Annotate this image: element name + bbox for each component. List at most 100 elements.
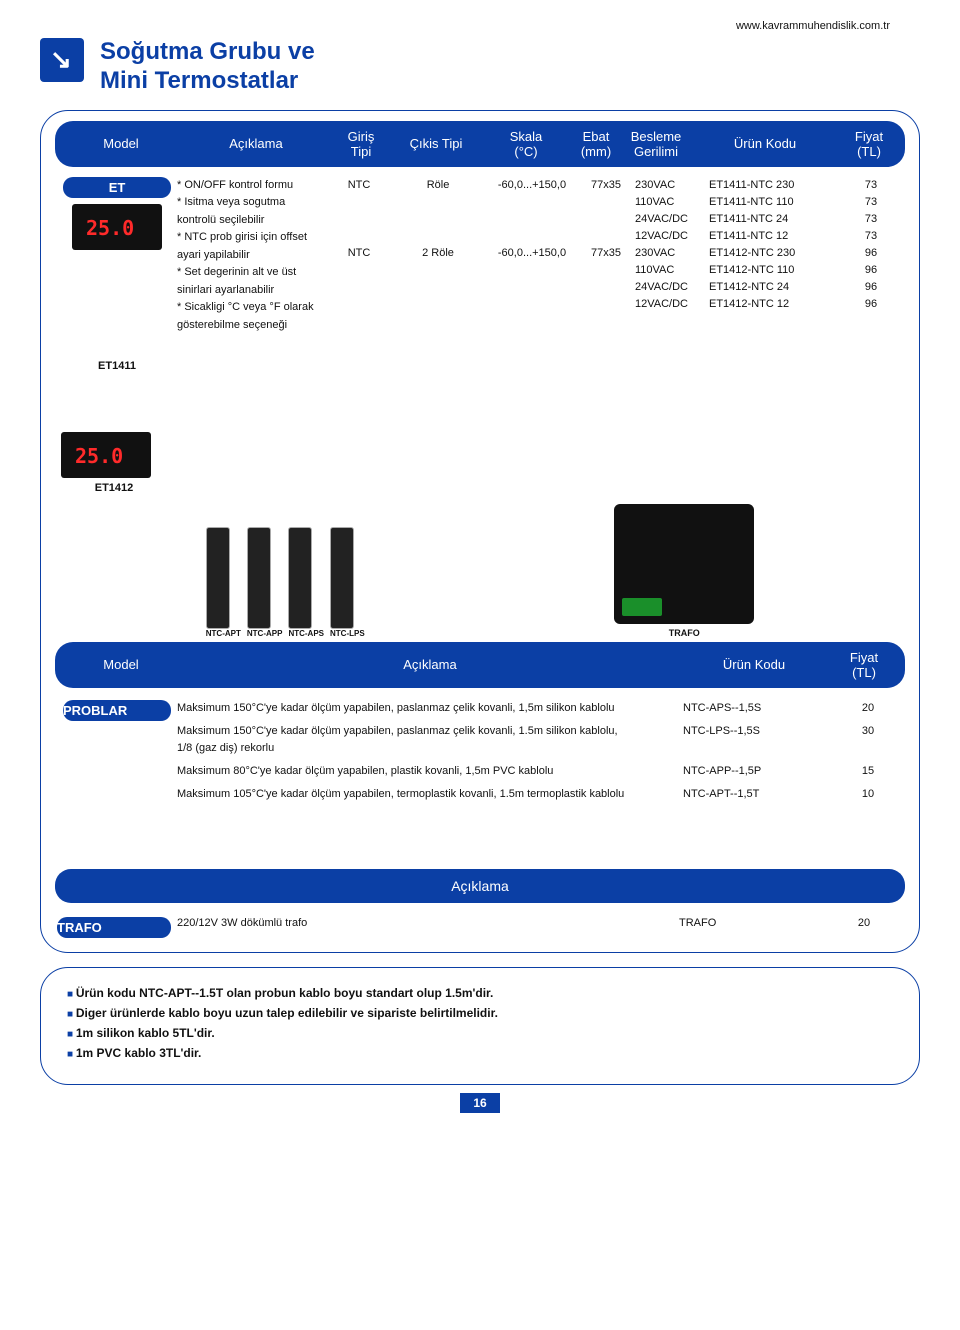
accessory-images: NTC-APT NTC-APP NTC-APS NTC-LPS: [51, 494, 909, 638]
label-lps: NTC-LPS: [330, 629, 365, 638]
cell: -60,0...+150,0: [485, 245, 579, 262]
cell: 230VAC: [633, 177, 707, 194]
probe-apt-icon: [206, 527, 230, 629]
table-row: Maksimum 150°C'ye kadar ölçüm yapabilen,…: [177, 723, 903, 757]
section-icon: [40, 38, 84, 82]
cell: 20: [829, 917, 899, 929]
table-row: NTC Röle -60,0...+150,0 77x35 230VAC ET1…: [327, 177, 903, 194]
hdr2-kodu: Ürün Kodu: [679, 657, 829, 672]
note-2: 1m silikon kablo 5TL'dir.: [67, 1026, 893, 1040]
note-1: Diger ürünlerde kablo boyu uzun talep ed…: [67, 1006, 893, 1020]
table2-header: Model Açıklama Ürün Kodu Fiyat (TL): [55, 642, 905, 688]
cell: ET1411-NTC 110: [707, 194, 839, 211]
desc-5: * Set degerinin alt ve üst: [177, 264, 327, 281]
hdr2-model: Model: [61, 657, 181, 672]
problar-badge: PROBLAR: [63, 700, 171, 721]
cell: 15: [833, 763, 903, 780]
cell: ET1411-NTC 230: [707, 177, 839, 194]
cell: 77x35: [579, 245, 633, 262]
hdr-skala: Skala (°C): [481, 129, 571, 159]
spec-rows: NTC Röle -60,0...+150,0 77x35 230VAC ET1…: [327, 177, 903, 372]
desc-8: gösterebilme seçeneği: [177, 317, 327, 334]
cell: 73: [839, 211, 903, 228]
cell: ET1411-NTC 24: [707, 211, 839, 228]
cell: NTC-APT--1,5T: [683, 786, 833, 803]
et1412-image: [61, 432, 151, 478]
cell: 110VAC: [633, 262, 707, 279]
cell: 2 Röle: [391, 245, 485, 262]
hdr-fiyat: Fiyat (TL): [839, 129, 899, 159]
page-title: Soğutma Grubu ve Mini Termostatlar: [100, 38, 315, 96]
cell: 73: [839, 194, 903, 211]
cell: ET1412-NTC 12: [707, 296, 839, 313]
cell: ET1412-NTC 110: [707, 262, 839, 279]
cell: 110VAC: [633, 194, 707, 211]
hdr-besleme: Besleme Gerilimi: [621, 129, 691, 159]
cell: ET1412-NTC 24: [707, 279, 839, 296]
cell: 73: [839, 228, 903, 245]
et1411-image: [72, 204, 162, 250]
cell: 10: [833, 786, 903, 803]
desc-4: ayari yapilabilir: [177, 247, 327, 264]
page-number: 16: [460, 1093, 500, 1113]
trafo-row: TRAFO 220/12V 3W dökümlü trafo TRAFO 20: [51, 903, 909, 938]
cell: NTC: [327, 177, 391, 194]
cell: 96: [839, 262, 903, 279]
cell: 96: [839, 279, 903, 296]
site-url: www.kavrammuhendislik.com.tr: [40, 20, 920, 32]
trafo-badge: TRAFO: [57, 917, 171, 938]
table-row: 12VAC/DC ET1412-NTC 12 96: [327, 296, 903, 313]
cell: 220/12V 3W dökümlü trafo: [177, 917, 679, 929]
cell: 12VAC/DC: [633, 296, 707, 313]
cell: NTC-LPS--1,5S: [683, 723, 833, 757]
et-badge: ET: [63, 177, 171, 198]
cell: 24VAC/DC: [633, 211, 707, 228]
thermostat-panel: Model Açıklama Giriş Tipi Çıkis Tipi Ska…: [40, 110, 920, 953]
cell: NTC-APP--1,5P: [683, 763, 833, 780]
et1411-label: ET1411: [57, 360, 177, 372]
label-trafo: TRAFO: [614, 628, 754, 638]
hdr-ebat: Ebat (mm): [571, 129, 621, 159]
cell: Maksimum 80°C'ye kadar ölçüm yapabilen, …: [177, 763, 683, 780]
desc-0: * ON/OFF kontrol formu: [177, 177, 327, 194]
cell: Maksimum 150°C'ye kadar ölçüm yapabilen,…: [177, 700, 683, 717]
cell: 24VAC/DC: [633, 279, 707, 296]
hdr2-acik: Açıklama: [181, 657, 679, 672]
note-0: Ürün kodu NTC-APT--1.5T olan probun kabl…: [67, 986, 893, 1000]
cell: Röle: [391, 177, 485, 194]
table-row: 24VAC/DC ET1412-NTC 24 96: [327, 279, 903, 296]
table-row: Maksimum 80°C'ye kadar ölçüm yapabilen, …: [177, 763, 903, 780]
desc-3: * NTC prob girisi için offset: [177, 229, 327, 246]
desc-1: * Isitma veya sogutma: [177, 194, 327, 211]
table-row: Maksimum 150°C'ye kadar ölçüm yapabilen,…: [177, 700, 903, 717]
label-aps: NTC-APS: [288, 629, 324, 638]
cell: NTC: [327, 245, 391, 262]
probe-app-icon: [247, 527, 271, 629]
label-app: NTC-APP: [247, 629, 283, 638]
trafo-image: [614, 504, 754, 624]
cell: 30: [833, 723, 903, 757]
hdr-giris: Giriş Tipi: [331, 129, 391, 159]
probe-aps-icon: [288, 527, 312, 629]
table-row: 12VAC/DC ET1411-NTC 12 73: [327, 228, 903, 245]
hdr-cikis: Çıkis Tipi: [391, 136, 481, 151]
table-row: 24VAC/DC ET1411-NTC 24 73: [327, 211, 903, 228]
table1-header: Model Açıklama Giriş Tipi Çıkis Tipi Ska…: [55, 121, 905, 167]
hdr-kodu: Ürün Kodu: [691, 136, 839, 151]
model-column: ET ET1411: [57, 177, 177, 372]
ack-title-bar: Açıklama: [55, 869, 905, 903]
cell: 96: [839, 245, 903, 262]
desc-7: * Sicakligi °C veya °F olarak: [177, 299, 327, 316]
probe-lps-icon: [330, 527, 354, 629]
desc-2: kontrolü seçilebilir: [177, 212, 327, 229]
description-column: * ON/OFF kontrol formu * Isitma veya sog…: [177, 177, 327, 372]
table-row: NTC 2 Röle -60,0...+150,0 77x35 230VAC E…: [327, 245, 903, 262]
cell: ET1412-NTC 230: [707, 245, 839, 262]
cell: TRAFO: [679, 917, 829, 929]
cell: ET1411-NTC 12: [707, 228, 839, 245]
title-line1: Soğutma Grubu ve: [100, 38, 315, 65]
cell: 12VAC/DC: [633, 228, 707, 245]
table-row: 110VAC ET1411-NTC 110 73: [327, 194, 903, 211]
desc-6: sinirlari ayarlanabilir: [177, 282, 327, 299]
cell: -60,0...+150,0: [485, 177, 579, 194]
